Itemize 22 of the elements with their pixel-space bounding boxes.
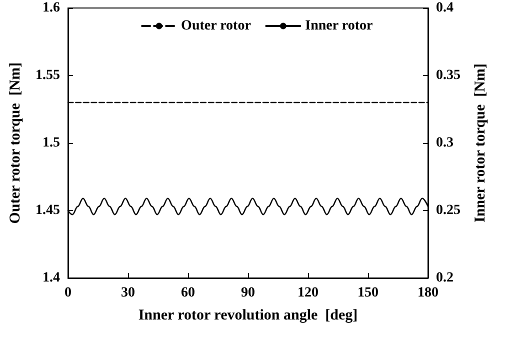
y-tick-label: 1.4: [42, 270, 60, 286]
x-tick-label: 0: [64, 286, 72, 300]
x-tick-label: 180: [418, 286, 438, 300]
x-tick-label: 60: [181, 286, 195, 300]
x-tick-label: 90: [241, 286, 255, 300]
y2-tick-label: 0.4: [436, 0, 454, 16]
legend-label: Inner rotor: [305, 18, 373, 34]
legend-label: Outer rotor: [181, 18, 251, 34]
y2-tick-label: 0.2: [436, 270, 454, 286]
y-tick-label: 1.5: [42, 136, 60, 150]
y-tick-label: 1.55: [36, 68, 60, 83]
x-tick-label: 120: [298, 286, 318, 300]
y2-tick-label: 0.25: [436, 203, 460, 218]
y-tick-label: 1.45: [36, 203, 60, 218]
y-tick-label: 1.6: [42, 0, 60, 16]
y2-axis-title: Inner rotor torque [Nm]: [472, 64, 488, 222]
x-tick-label: 150: [358, 286, 378, 300]
y-axis-title: Outer rotor torque [Nm]: [8, 62, 24, 224]
y2-tick-label: 0.3: [436, 136, 454, 150]
y2-tick-label: 0.35: [436, 68, 460, 83]
x-axis-title: Inner rotor revolution angle [deg]: [138, 308, 358, 324]
x-tick-label: 30: [121, 286, 135, 300]
